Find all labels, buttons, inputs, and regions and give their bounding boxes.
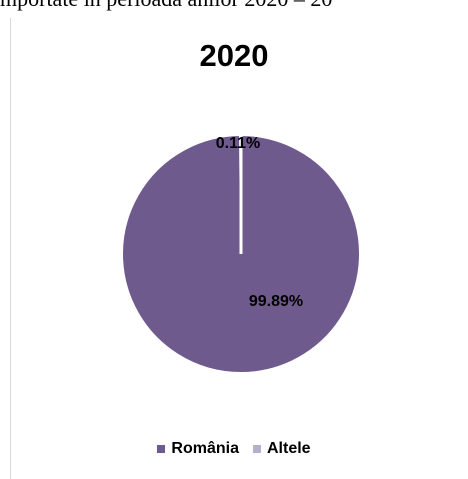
legend-swatch-altele xyxy=(253,445,261,453)
legend-item-altele: Altele xyxy=(253,440,311,458)
data-label-romania: 99.89% xyxy=(249,293,303,310)
legend-item-romania: România xyxy=(157,440,239,458)
chart-title: 2020 xyxy=(199,38,269,73)
legend-label-altele: Altele xyxy=(267,440,311,457)
chart-frame-border xyxy=(10,18,11,479)
data-label-altele: 0.11% xyxy=(216,135,260,152)
legend-swatch-romania xyxy=(157,445,166,453)
document-caption-text: mportate în perioada anilor 2020 – 20 xyxy=(0,0,468,12)
chart-legend: România Altele xyxy=(0,440,468,458)
legend-label-romania: România xyxy=(171,440,239,457)
pie-slices xyxy=(121,133,362,374)
